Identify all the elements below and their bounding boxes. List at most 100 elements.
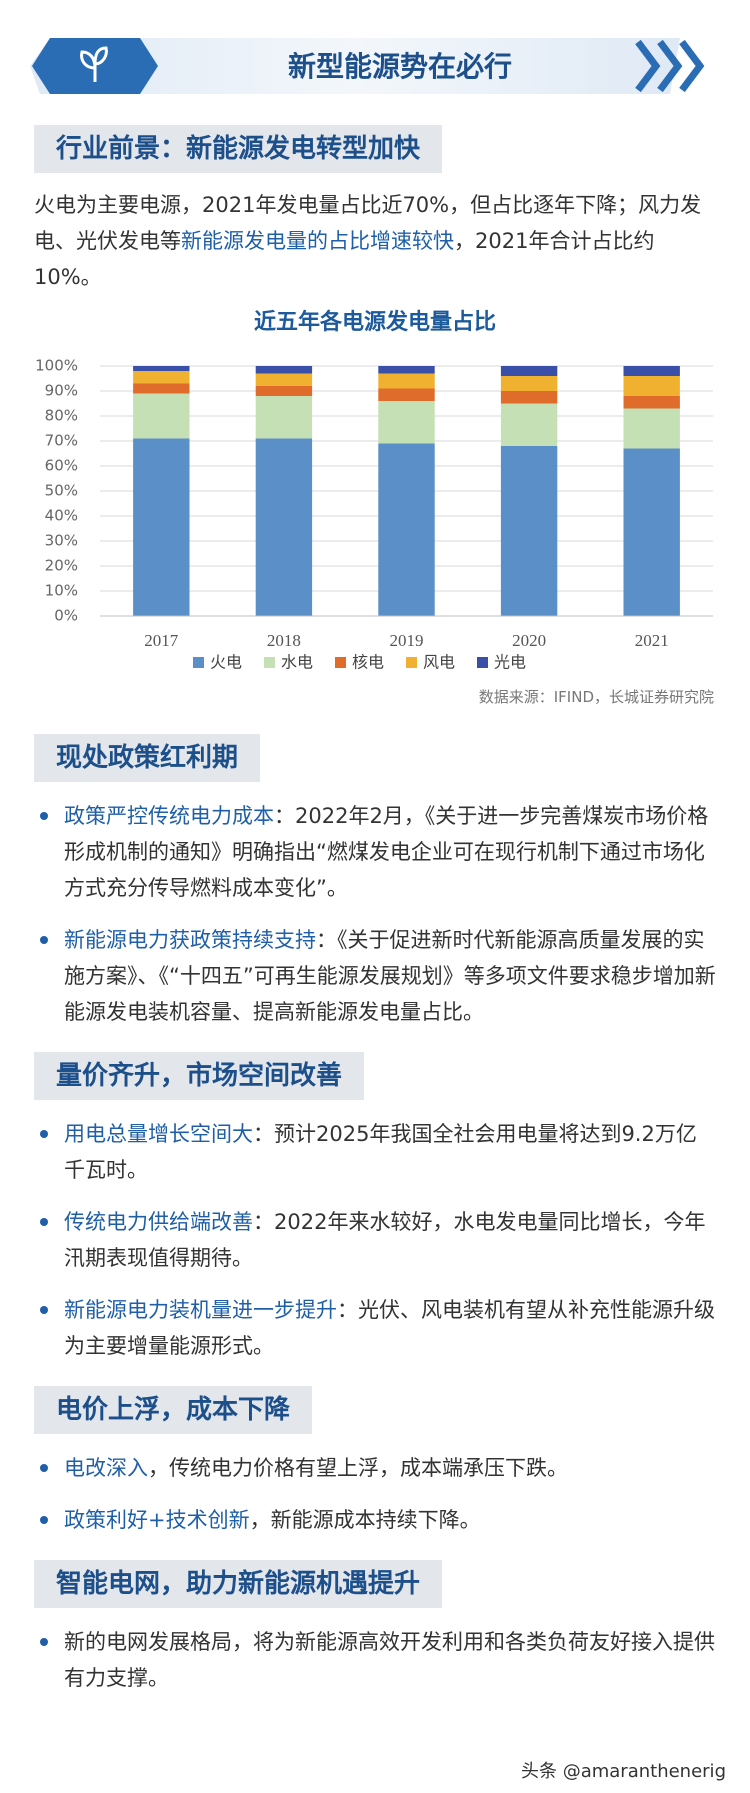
y-tick-label: 50%	[45, 482, 78, 500]
y-tick-label: 40%	[45, 507, 78, 525]
bullet-text: ：光伏、风电装机有望从补充性能源升级为主要增量能源形式。	[64, 1298, 715, 1358]
y-tick-label: 60%	[45, 457, 78, 475]
x-tick-label: 2021	[635, 631, 669, 650]
section-heading: 智能电网，助力新能源机遇提升	[34, 1560, 443, 1608]
section: 智能电网，助力新能源机遇提升新的电网发展格局，将为新能源高效开发利用和各类负荷友…	[0, 1560, 750, 1696]
bullet-lead: 电改深入	[64, 1456, 148, 1480]
legend-swatch	[406, 657, 417, 668]
bullet-item: 新的电网发展格局，将为新能源高效开发利用和各类负荷友好接入提供有力支撑。	[34, 1624, 716, 1696]
bar-segment	[378, 401, 435, 444]
bullet-dot	[40, 1130, 48, 1138]
x-tick-label: 2020	[512, 631, 546, 650]
bar-segment	[623, 366, 680, 376]
section: 量价齐升，市场空间改善用电总量增长空间大：预计2025年我国全社会用电量将达到9…	[0, 1052, 750, 1364]
bullet-text: 新的电网发展格局，将为新能源高效开发利用和各类负荷友好接入提供有力支撑。	[64, 1630, 715, 1690]
section-heading: 现处政策红利期	[34, 734, 261, 782]
bar-segment	[500, 391, 558, 404]
bullet-dot	[40, 1464, 48, 1472]
bullet-dot	[40, 1218, 48, 1226]
bullet-item: 新能源电力获政策持续支持：《关于促进新时代新能源高质量发展的实施方案》、《“十四…	[34, 922, 716, 1030]
bar-segment	[378, 366, 435, 374]
legend-label: 风电	[423, 653, 455, 672]
bullet-dot	[40, 1516, 48, 1524]
bullet-dot	[40, 936, 48, 944]
legend-swatch	[264, 657, 275, 668]
legend-label: 光电	[494, 653, 526, 672]
y-tick-label: 80%	[45, 407, 78, 425]
y-tick-label: 20%	[45, 557, 78, 575]
bar-segment	[623, 448, 680, 616]
bullet-lead: 政策严控传统电力成本	[64, 804, 274, 828]
bullet-item: 新能源电力装机量进一步提升：光伏、风电装机有望从补充性能源升级为主要增量能源形式…	[34, 1292, 716, 1364]
bullet-text: ：2022年来水较好，水电发电量同比增长，今年汛期表现值得期待。	[64, 1210, 706, 1270]
y-tick-label: 0%	[54, 607, 78, 625]
bar-segment	[378, 388, 435, 401]
section-heading: 电价上浮，成本下降	[34, 1386, 313, 1434]
section: 行业前景：新能源发电转型加快火电为主要电源，2021年发电量占比近70%，但占比…	[0, 125, 750, 712]
bar-segment	[255, 438, 313, 616]
bullet-item: 电改深入，传统电力价格有望上浮，成本端承压下跌。	[34, 1450, 716, 1486]
bullet-dot	[40, 1638, 48, 1646]
intro-paragraph: 火电为主要电源，2021年发电量占比近70%，但占比逐年下降；风力发电、光伏发电…	[34, 187, 716, 295]
bullet-text: ：《关于促进新时代新能源高质量发展的实施方案》、《“十四五”可再生能源发展规划》…	[64, 928, 716, 1024]
legend-label: 水电	[281, 653, 313, 672]
bar-segment	[133, 371, 190, 384]
bullet-list: 新的电网发展格局，将为新能源高效开发利用和各类负荷友好接入提供有力支撑。	[34, 1624, 716, 1696]
bullet-lead: 传统电力供给端改善	[64, 1210, 253, 1234]
bullet-dot	[40, 1306, 48, 1314]
watermark: 头条 @amaranthenerig	[520, 1761, 726, 1782]
bullet-list: 电改深入，传统电力价格有望上浮，成本端承压下跌。 政策利好+技术创新，新能源成本持…	[34, 1450, 716, 1538]
y-tick-label: 10%	[45, 582, 78, 600]
banner: 新型能源势在必行	[30, 38, 705, 94]
bar-segment	[623, 408, 680, 449]
bullet-lead: 新能源电力装机量进一步提升	[64, 1298, 337, 1322]
section-heading: 行业前景：新能源发电转型加快	[34, 125, 443, 173]
x-tick-label: 2019	[390, 631, 424, 650]
bullet-text: ，传统电力价格有望上浮，成本端承压下跌。	[148, 1456, 568, 1480]
bullet-lead: 新能源电力获政策持续支持	[64, 928, 316, 952]
chart-title: 近五年各电源发电量占比	[254, 309, 496, 335]
y-tick-label: 100%	[35, 357, 78, 375]
bullet-list: 用电总量增长空间大：预计2025年我国全社会用电量将达到9.2万亿千瓦时。传统电…	[34, 1116, 716, 1364]
bar-segment	[255, 366, 313, 374]
bullet-list: 政策严控传统电力成本：2022年2月，《关于进一步完善煤炭市场价格形成机制的通知…	[34, 798, 716, 1030]
intro-text: 火电为主要电源，2021年发电量占比近70%，但占比逐年下降；风力发电、光伏发电…	[34, 193, 702, 253]
bar-segment	[378, 443, 435, 616]
banner-title: 新型能源势在必行	[288, 50, 512, 83]
bar-segment	[500, 403, 558, 446]
bar-segment	[255, 386, 313, 396]
intro-highlight: 新能源发电量的占比增速较快	[181, 229, 454, 253]
bar-segment	[255, 373, 313, 386]
x-tick-label: 2018	[267, 631, 301, 650]
section-heading: 量价齐升，市场空间改善	[34, 1052, 365, 1100]
y-tick-label: 90%	[45, 382, 78, 400]
bar-segment	[378, 373, 435, 389]
bar-segment	[500, 446, 558, 616]
bar-segment	[133, 383, 190, 394]
legend-swatch	[335, 657, 346, 668]
banner-bg	[30, 38, 680, 94]
chart: 近五年各电源发电量占比 0% 10% 20% 30% 40% 50% 60% 70% 80% 90%…	[35, 309, 713, 672]
bullet-item: 政策严控传统电力成本：2022年2月，《关于进一步完善煤炭市场价格形成机制的通知…	[34, 798, 716, 906]
chevrons	[635, 39, 705, 93]
bar-segment	[623, 376, 680, 396]
section: 现处政策红利期政策严控传统电力成本：2022年2月，《关于进一步完善煤炭市场价格…	[0, 734, 750, 1030]
y-tick-label: 70%	[45, 432, 78, 450]
x-tick-label: 2017	[144, 631, 179, 650]
plant-icon	[80, 46, 108, 82]
bullet-text: ：预计2025年我国全社会用电量将达到9.2万亿千瓦时。	[64, 1122, 697, 1182]
bar-segment	[255, 396, 313, 439]
bullet-item: 传统电力供给端改善：2022年来水较好，水电发电量同比增长，今年汛期表现值得期待…	[34, 1204, 716, 1276]
bullet-text: ：2022年2月，《关于进一步完善煤炭市场价格形成机制的通知》明确指出“燃煤发电…	[64, 804, 709, 900]
bar-segment	[133, 438, 190, 616]
legend-swatch	[193, 657, 204, 668]
section: 电价上浮，成本下降 电改深入，传统电力价格有望上浮，成本端承压下跌。 政策利好+技术…	[0, 1386, 750, 1538]
intro-text: ，2021年合计占比约10%。	[34, 229, 655, 289]
bullet-item: 政策利好+技术创新，新能源成本持续下降。	[34, 1502, 716, 1538]
bar-segment	[500, 366, 558, 376]
chart-source: 数据来源：IFIND，长城证券研究院	[478, 688, 714, 706]
bullet-lead: 用电总量增长空间大	[64, 1122, 253, 1146]
legend-swatch	[477, 657, 488, 668]
content: 行业前景：新能源发电转型加快火电为主要电源，2021年发电量占比近70%，但占比…	[0, 125, 750, 1712]
legend-label: 火电	[210, 653, 242, 672]
